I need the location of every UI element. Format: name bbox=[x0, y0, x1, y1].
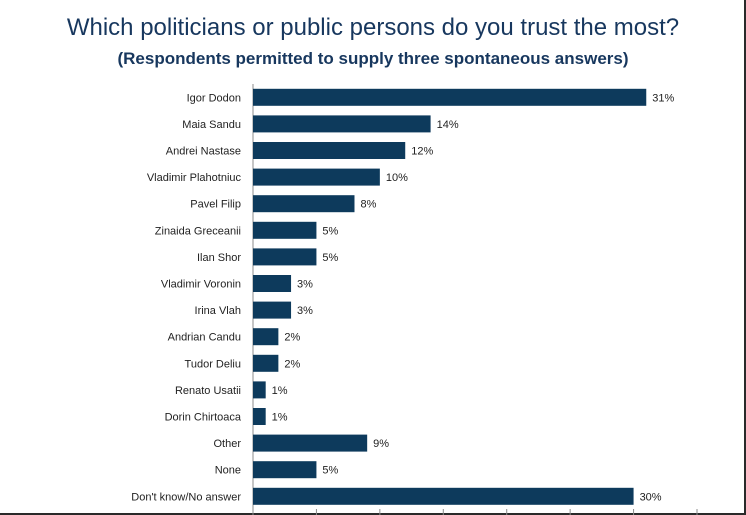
bar bbox=[253, 142, 406, 159]
bar bbox=[253, 221, 317, 239]
data-label: 30% bbox=[640, 491, 662, 503]
bar bbox=[253, 434, 368, 452]
data-label: 1% bbox=[272, 412, 288, 424]
data-label: 12% bbox=[411, 146, 433, 158]
category-label: Irina Vlah bbox=[195, 305, 241, 317]
data-label: 3% bbox=[297, 279, 313, 291]
bar bbox=[253, 168, 380, 186]
data-label: 8% bbox=[360, 199, 376, 211]
chart-title: Which politicians or public persons do y… bbox=[66, 14, 680, 41]
data-label: 2% bbox=[284, 332, 300, 344]
category-label: Other bbox=[213, 438, 241, 450]
data-label: 5% bbox=[322, 465, 338, 477]
bar bbox=[253, 328, 279, 346]
bar bbox=[253, 354, 279, 372]
data-label: 9% bbox=[373, 438, 389, 450]
category-label: Ilan Shor bbox=[197, 252, 241, 264]
data-label: 5% bbox=[322, 252, 338, 264]
bar bbox=[253, 88, 647, 106]
bar bbox=[253, 275, 292, 292]
data-label: 31% bbox=[652, 92, 674, 104]
data-label: 2% bbox=[284, 358, 300, 370]
category-label: Zinaida Greceanii bbox=[155, 225, 241, 237]
category-label: Tudor Deliu bbox=[185, 358, 241, 370]
chart-subtitle: (Respondents permitted to supply three s… bbox=[117, 49, 629, 68]
category-label: None bbox=[215, 465, 241, 477]
bar bbox=[253, 248, 317, 266]
category-label: Andrei Nastase bbox=[166, 146, 241, 158]
category-label: Maia Sandu bbox=[182, 119, 241, 131]
data-label: 5% bbox=[322, 225, 338, 237]
category-label: Andrian Candu bbox=[168, 332, 241, 344]
data-label: 1% bbox=[272, 385, 288, 397]
bar bbox=[253, 487, 634, 505]
category-label: Pavel Filip bbox=[190, 199, 241, 211]
data-label: 10% bbox=[386, 172, 408, 184]
category-label: Igor Dodon bbox=[187, 92, 241, 104]
bar bbox=[253, 195, 355, 213]
data-label: 14% bbox=[437, 119, 459, 131]
bar bbox=[253, 408, 266, 425]
category-label: Dorin Chirtoaca bbox=[165, 412, 242, 424]
category-label: Vladimir Voronin bbox=[161, 279, 241, 291]
bar bbox=[253, 461, 317, 479]
bar bbox=[253, 301, 292, 319]
category-label: Don't know/No answer bbox=[131, 491, 241, 503]
data-label: 3% bbox=[297, 305, 313, 317]
category-label: Renato Usatii bbox=[175, 385, 241, 397]
bar bbox=[253, 115, 431, 133]
category-label: Vladimir Plahotniuc bbox=[147, 172, 242, 184]
bar bbox=[253, 381, 266, 399]
